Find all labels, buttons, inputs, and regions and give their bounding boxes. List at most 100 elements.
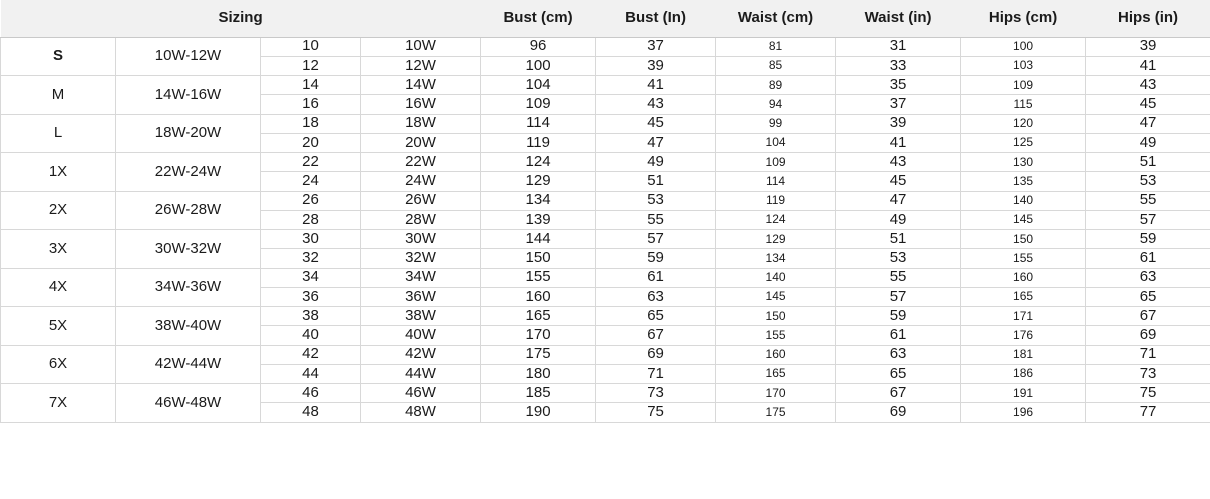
sizing-table: Sizing Bust (cm) Bust (In) Waist (cm) Wa… [0, 0, 1210, 423]
table-row: 6X 42W-44W 42 42W 175 69 160 63 181 71 [0, 344, 1210, 384]
bust-in-cell: 63 [595, 286, 717, 308]
waist-in-cell: 53 [835, 248, 962, 269]
size-num-cell: 30 [260, 228, 361, 250]
hips-in-cell: 69 [1085, 325, 1210, 346]
size-letter-cell: 4X [0, 267, 116, 307]
waist-in-cell: 59 [835, 305, 962, 327]
table-row: 7X 46W-48W 46 46W 185 73 170 67 191 75 [0, 382, 1210, 423]
bust-cm-cell: 104 [480, 74, 597, 96]
hips-in-cell: 43 [1085, 74, 1210, 96]
size-num-cell: 24 [260, 171, 361, 192]
hips-in-cell: 55 [1085, 190, 1210, 211]
waist-cm-cell: 160 [715, 344, 837, 365]
hips-cm-cell: 181 [960, 344, 1087, 365]
bust-cm-cell: 165 [480, 305, 597, 327]
size-num-cell: 40 [260, 325, 361, 346]
col-header-waist-in: Waist (in) [835, 0, 961, 38]
hips-in-cell: 61 [1085, 248, 1210, 269]
waist-in-cell: 55 [835, 267, 962, 288]
bust-in-cell: 41 [595, 74, 717, 96]
bust-cm-cell: 124 [480, 151, 597, 173]
size-num-cell: 18 [260, 113, 361, 134]
size-num-cell: 20 [260, 132, 361, 154]
hips-in-cell: 75 [1085, 382, 1210, 404]
size-range-cell: 22W-24W [115, 152, 261, 192]
bust-cm-cell: 180 [480, 363, 597, 385]
hips-cm-cell: 145 [960, 209, 1087, 231]
hips-cm-cell: 155 [960, 248, 1087, 269]
waist-cm-cell: 89 [715, 74, 837, 96]
hips-cm-cell: 171 [960, 305, 1087, 327]
bust-in-cell: 47 [595, 132, 717, 154]
size-range-cell: 10W-12W [115, 36, 261, 76]
size-num-cell: 22 [260, 151, 361, 173]
hips-cm-cell: 176 [960, 325, 1087, 346]
size-range-cell: 14W-16W [115, 75, 261, 115]
bust-in-cell: 59 [595, 248, 717, 269]
size-letter-cell: M [0, 75, 116, 115]
bust-cm-cell: 175 [480, 344, 597, 365]
hips-in-cell: 45 [1085, 94, 1210, 115]
waist-cm-cell: 134 [715, 248, 837, 269]
bust-cm-cell: 134 [480, 190, 597, 211]
waist-in-cell: 45 [835, 171, 962, 192]
waist-cm-cell: 165 [715, 363, 837, 385]
waist-in-cell: 37 [835, 94, 962, 115]
waist-cm-cell: 150 [715, 305, 837, 327]
hips-in-cell: 57 [1085, 209, 1210, 231]
hips-in-cell: 65 [1085, 286, 1210, 308]
table-row: 12 12W 100 39 85 33 103 41 [1, 55, 1210, 77]
size-num-cell: 16 [260, 94, 361, 115]
hips-in-cell: 77 [1085, 402, 1210, 423]
header-sizing: Sizing [0, 0, 481, 38]
size-numw-cell: 16W [359, 94, 482, 115]
hips-cm-cell: 191 [960, 382, 1087, 404]
table-row: 3X 30W-32W 30 30W 144 57 129 51 150 59 [0, 228, 1210, 269]
bust-cm-cell: 185 [480, 382, 597, 404]
size-numw-cell: 28W [359, 209, 482, 231]
hips-in-cell: 53 [1085, 171, 1210, 192]
table-row: 24 24W 129 51 114 45 135 53 [1, 171, 1210, 192]
size-numw-cell: 42W [359, 344, 482, 365]
size-range-cell: 26W-28W [115, 190, 261, 230]
size-letter-cell: 5X [0, 306, 116, 346]
bust-in-cell: 61 [595, 267, 717, 288]
waist-in-cell: 65 [835, 363, 962, 385]
bust-cm-cell: 129 [480, 171, 597, 192]
size-numw-cell: 44W [359, 363, 482, 385]
bust-cm-cell: 96 [480, 36, 597, 57]
waist-cm-cell: 175 [715, 402, 837, 423]
size-range-cell: 42W-44W [115, 344, 261, 384]
bust-cm-cell: 160 [480, 286, 597, 308]
hips-cm-cell: 140 [960, 190, 1087, 211]
bust-in-cell: 49 [595, 151, 717, 173]
bust-cm-cell: 114 [480, 113, 597, 134]
bust-cm-cell: 170 [480, 325, 597, 346]
waist-in-cell: 61 [835, 325, 962, 346]
table-row: 4X 34W-36W 34 34W 155 61 140 55 160 63 [0, 267, 1210, 307]
size-numw-cell: 10W [359, 36, 482, 57]
waist-in-cell: 39 [835, 113, 962, 134]
bust-in-cell: 43 [595, 94, 717, 115]
hips-cm-cell: 109 [960, 74, 1087, 96]
waist-cm-cell: 155 [715, 325, 837, 346]
size-num-cell: 12 [260, 55, 361, 77]
hips-in-cell: 51 [1085, 151, 1210, 173]
size-letter-cell: S [0, 36, 116, 76]
hips-cm-cell: 196 [960, 402, 1087, 423]
bust-in-cell: 51 [595, 171, 717, 192]
waist-cm-cell: 114 [715, 171, 837, 192]
waist-in-cell: 49 [835, 209, 962, 231]
size-letter-cell: 1X [0, 152, 116, 192]
waist-in-cell: 63 [835, 344, 962, 365]
hips-in-cell: 41 [1085, 55, 1210, 77]
size-numw-cell: 26W [359, 190, 482, 211]
size-num-cell: 36 [260, 286, 361, 308]
waist-in-cell: 57 [835, 286, 962, 308]
bust-in-cell: 53 [595, 190, 717, 211]
size-letter-cell: L [0, 113, 116, 153]
size-range-cell: 38W-40W [115, 306, 261, 346]
hips-cm-cell: 100 [960, 36, 1087, 57]
size-numw-cell: 40W [359, 325, 482, 346]
hips-cm-cell: 120 [960, 113, 1087, 134]
